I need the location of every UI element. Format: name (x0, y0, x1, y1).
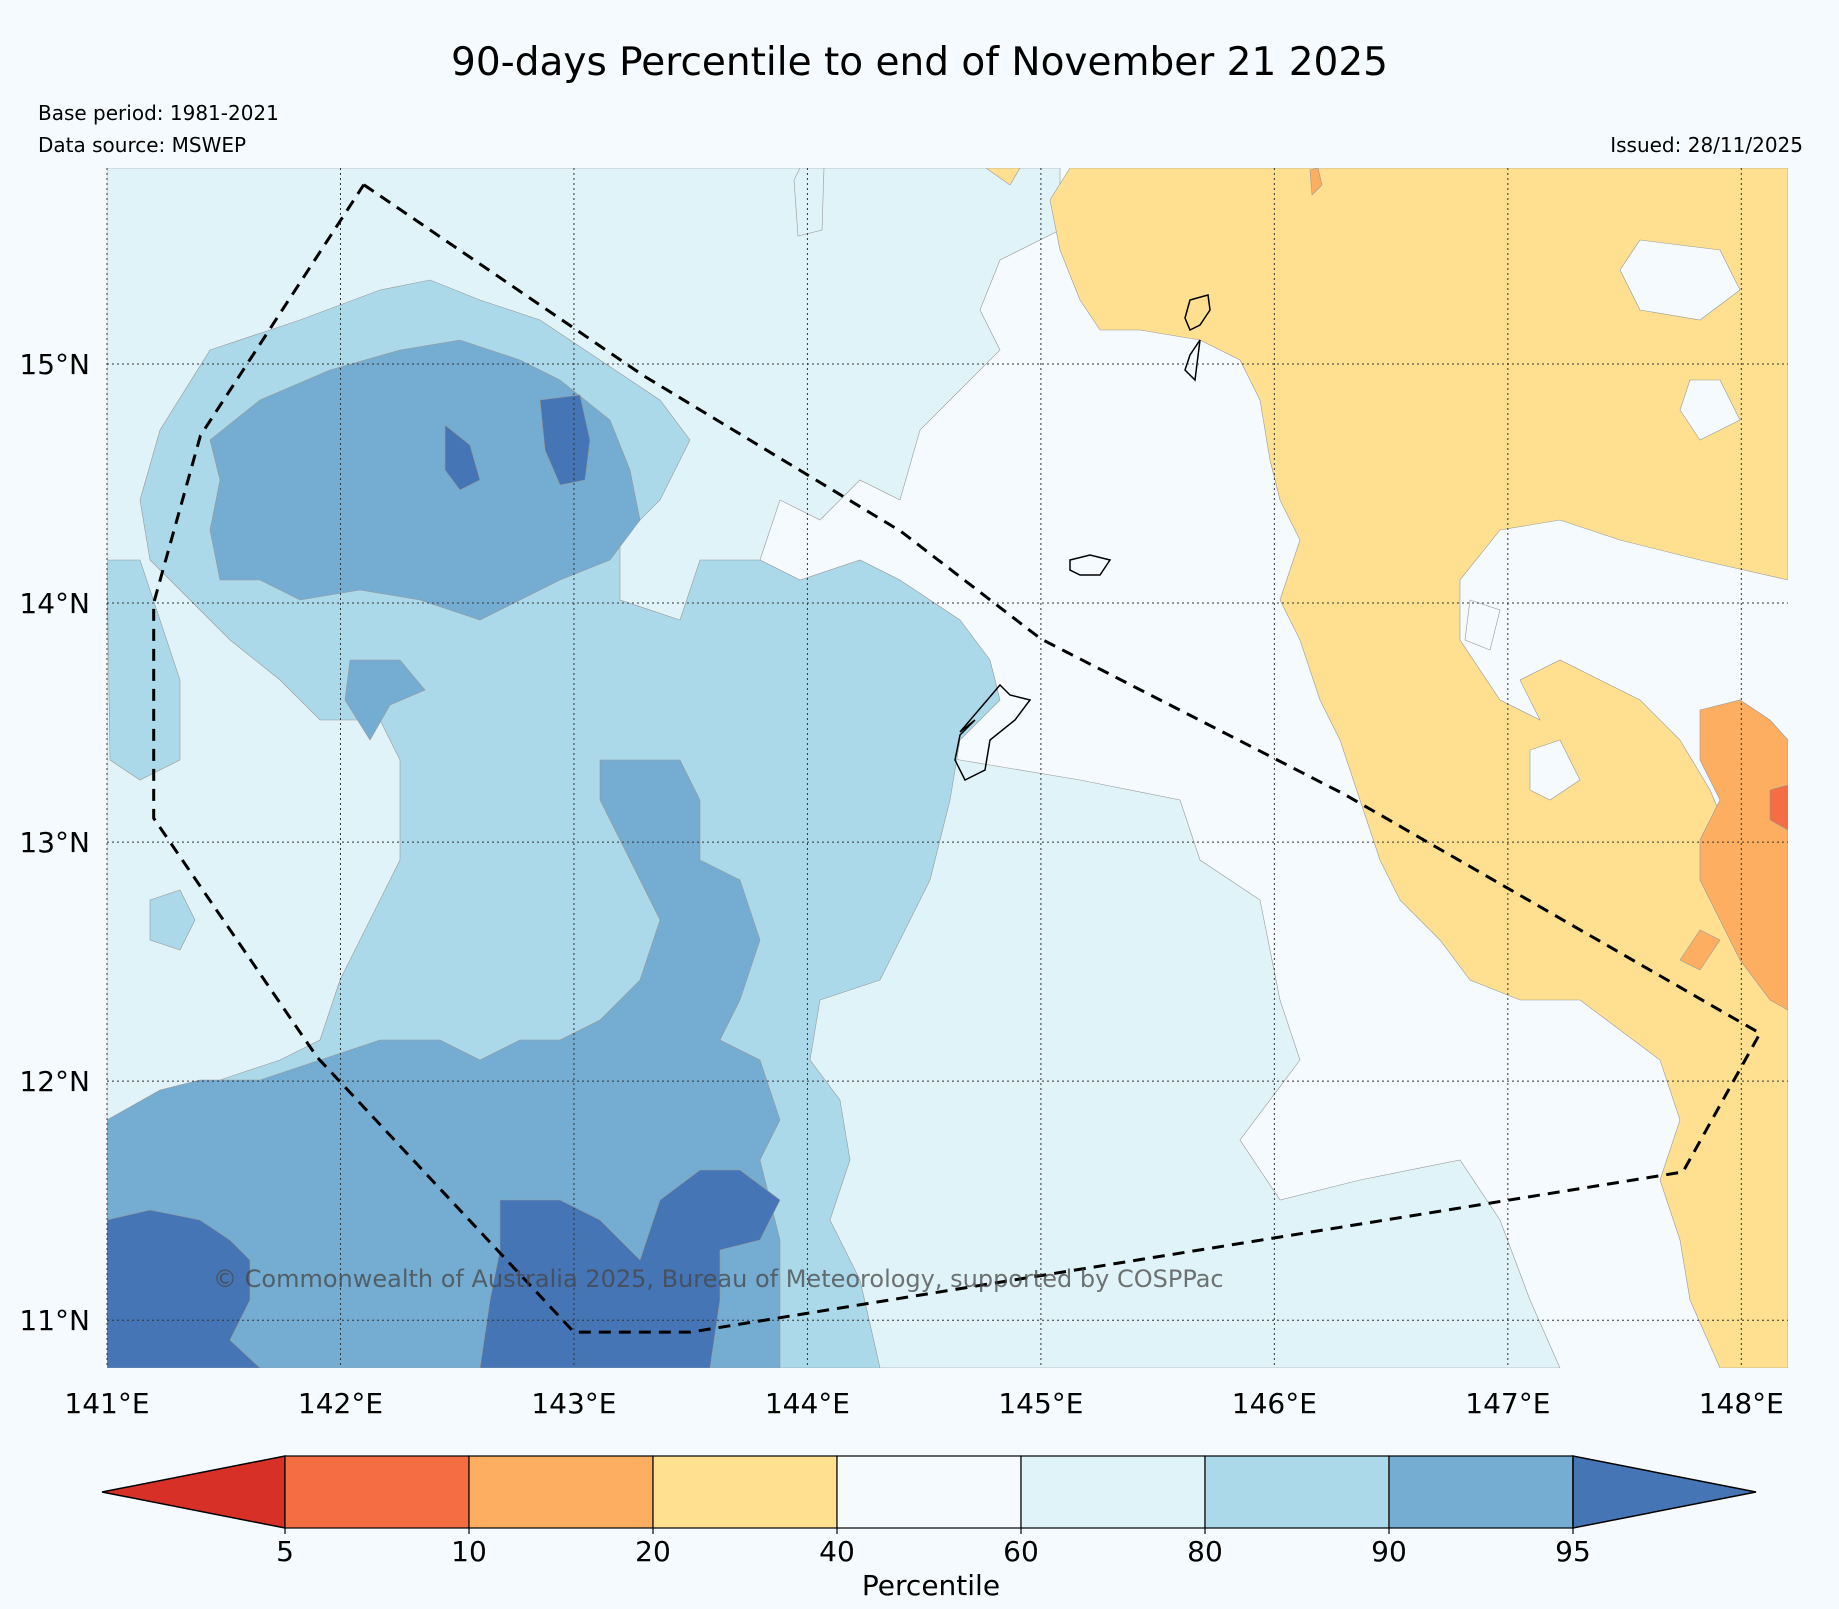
percentile-region-5-10 (1769, 784, 1788, 831)
colorbar-tick-label: 5 (276, 1535, 294, 1568)
colorbar-tick-label: 60 (1003, 1535, 1039, 1568)
percentile-region-10-20 (1679, 929, 1721, 971)
map-title: 90-days Percentile to end of November 21… (451, 40, 1388, 85)
percentile-region-20-40 (985, 168, 1021, 186)
percentile-region-40-60 (1619, 239, 1741, 321)
colorbar-tick-label: 90 (1371, 1535, 1407, 1568)
copyright-notice: © Commonwealth of Australia 2025, Bureau… (213, 1265, 1224, 1293)
colorbar-tick-label: 95 (1555, 1535, 1591, 1568)
longitude-tick-label: 148°E (1699, 1387, 1784, 1420)
island-outline (954, 683, 1032, 782)
percentile-region-20-40 (1049, 168, 1788, 1368)
percentile-region-60-80 (793, 168, 825, 237)
percentile-region-40-60 (1679, 379, 1741, 441)
colorbar-label: Percentile (862, 1569, 1000, 1602)
colorbar-segment (836, 1455, 1022, 1529)
colorbar-segment (468, 1455, 654, 1529)
percentile-region-95-100 (107, 1209, 261, 1368)
colorbar-tick-label: 40 (819, 1535, 855, 1568)
latitude-tick-label: 12°N (19, 1065, 90, 1098)
percentile-region-80-90 (107, 559, 181, 781)
percentile-region-80-90 (149, 889, 196, 951)
longitude-tick-label: 141°E (64, 1387, 149, 1420)
percentile-region-90-95 (107, 759, 781, 1368)
longitude-tick-label: 145°E (998, 1387, 1083, 1420)
colorbar-tick-label: 80 (1187, 1535, 1223, 1568)
longitude-tick-label: 144°E (765, 1387, 850, 1420)
colorbar-segment (284, 1455, 470, 1529)
percentile-region-90-95 (344, 659, 426, 741)
percentile-region-90-95 (209, 339, 641, 621)
latitude-tick-label: 14°N (19, 587, 90, 620)
percentile-region-95-100 (479, 1169, 781, 1368)
colorbar-tick-label: 10 (451, 1535, 487, 1568)
longitude-tick-label: 142°E (298, 1387, 383, 1420)
map-axis-labels: 141°E 142°E 143°E 144°E 145°E 146°E 147°E 148°E… (19, 348, 1783, 1420)
colorbar-tick-label: 20 (635, 1535, 671, 1568)
longitude-tick-label: 146°E (1232, 1387, 1317, 1420)
percentile-region-10-20 (1699, 699, 1788, 1011)
data-source-label: Data source: MSWEP (38, 133, 247, 157)
colorbar-segment (1388, 1455, 1574, 1529)
base-period-label: Base period: 1981-2021 (38, 101, 279, 125)
longitude-tick-label: 147°E (1465, 1387, 1550, 1420)
latitude-tick-label: 11°N (19, 1304, 90, 1337)
percentile-region-95-100 (539, 394, 591, 486)
colorbar-segment (1020, 1455, 1206, 1529)
latitude-tick-label: 15°N (19, 348, 90, 381)
colorbar-low-extend (101, 1455, 286, 1529)
percentile-region-10-20 (1309, 168, 1323, 196)
colorbar-segment (652, 1455, 838, 1529)
percentile-region-40-60 (1529, 739, 1581, 801)
island-outline (1184, 339, 1201, 382)
colorbar-group: 5 10 20 40 60 80 90 95 Percentile (101, 1455, 1757, 1602)
latitude-tick-label: 13°N (19, 826, 90, 859)
colorbar-segment (1204, 1455, 1390, 1529)
island-outline (1184, 294, 1211, 332)
longitude-tick-label: 143°E (531, 1387, 616, 1420)
colorbar-high-extend (1572, 1455, 1757, 1529)
island-outline (1069, 554, 1112, 576)
map-grid (106, 168, 1788, 1368)
map-layers (107, 168, 1788, 1368)
percentile-region-95-100 (444, 424, 481, 491)
issued-date-label: Issued: 28/11/2025 (1610, 133, 1803, 157)
region-boundary-outline (152, 183, 1763, 1334)
percentile-region-40-60 (1464, 599, 1501, 651)
